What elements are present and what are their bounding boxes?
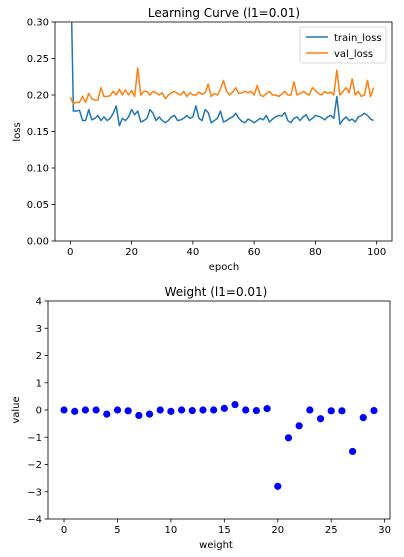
- y-tick-label: 1: [36, 378, 42, 389]
- x-tick-label: 0: [61, 525, 67, 536]
- data-point: [113, 406, 122, 414]
- x-axis-label: epoch: [209, 262, 239, 273]
- x-axis-label: weight: [199, 540, 233, 551]
- data-point: [177, 406, 186, 414]
- data-point: [103, 410, 111, 418]
- data-point: [210, 406, 218, 414]
- x-tick-label: 30: [378, 525, 391, 536]
- series-lines: [69, 22, 375, 127]
- data-point: [71, 407, 79, 415]
- data-point: [284, 434, 293, 442]
- x-tick-label: 100: [367, 247, 386, 258]
- data-point: [81, 406, 90, 414]
- x-tick-label: 0: [67, 247, 73, 258]
- data-point: [327, 407, 335, 415]
- learning-curve-chart: Learning Curve (l1=0.01) 0 20 40 60 80 100 0.…: [12, 6, 393, 273]
- data-point: [295, 422, 303, 430]
- chart-title: Learning Curve (l1=0.01): [148, 6, 300, 20]
- data-point: [124, 407, 132, 415]
- chart-title: Weight (l1=0.01): [165, 285, 268, 299]
- x-tick-label: 40: [186, 247, 199, 258]
- data-point: [370, 406, 378, 415]
- y-tick-label: 3: [36, 324, 42, 335]
- data-point: [92, 406, 100, 414]
- data-point: [274, 482, 282, 490]
- x-ticks: 0 5 10 15 20 25 30: [61, 519, 391, 536]
- y-tick-label: −2: [27, 460, 42, 471]
- y-tick-label: 0.00: [27, 237, 49, 248]
- data-point: [306, 406, 314, 414]
- x-tick-label: 10: [165, 525, 178, 536]
- legend-box: [299, 26, 387, 64]
- y-tick-label: 2: [36, 351, 42, 362]
- y-tick-label: −1: [27, 433, 42, 444]
- y-tick-label: −3: [27, 487, 42, 498]
- data-point: [167, 407, 175, 415]
- data-point: [263, 405, 271, 413]
- legend-label-train-loss: train_loss: [334, 33, 382, 44]
- data-point: [242, 406, 250, 414]
- data-point: [220, 404, 228, 412]
- y-tick-label: 0.30: [27, 18, 49, 29]
- data-point: [316, 415, 325, 423]
- y-tick-label: −4: [27, 515, 42, 526]
- x-tick-label: 5: [114, 525, 120, 536]
- x-tick-label: 80: [309, 247, 322, 258]
- y-ticks: 0.00 0.05 0.10 0.15 0.20 0.25 0.30: [27, 18, 55, 248]
- data-point: [135, 411, 143, 420]
- x-tick-label: 25: [325, 525, 338, 536]
- x-tick-label: 20: [271, 525, 284, 536]
- data-point: [338, 407, 346, 415]
- y-tick-label: 0.10: [27, 164, 49, 175]
- series-points: [60, 400, 378, 490]
- data-point: [348, 447, 357, 456]
- data-point: [199, 406, 207, 414]
- x-tick-label: 60: [248, 247, 261, 258]
- data-point: [145, 410, 154, 418]
- y-axis-label: loss: [12, 122, 23, 141]
- y-tick-label: 0.05: [27, 200, 49, 211]
- x-tick-label: 20: [125, 247, 138, 258]
- y-ticks: −4 −3 −2 −1 0 1 2 3 4: [27, 297, 48, 526]
- y-tick-label: 4: [36, 297, 42, 308]
- legend: train_loss val_loss: [299, 26, 387, 64]
- x-ticks: 0 20 40 60 80 100: [67, 241, 386, 258]
- data-point: [231, 400, 239, 409]
- legend-label-val-loss: val_loss: [334, 49, 373, 60]
- data-point: [252, 406, 261, 415]
- y-tick-label: 0.20: [27, 91, 49, 102]
- series-line-val-loss: [69, 67, 375, 105]
- data-point: [60, 406, 68, 414]
- y-axis-label: value: [11, 396, 22, 423]
- data-point: [359, 414, 367, 422]
- data-point: [156, 406, 164, 414]
- y-tick-label: 0: [36, 406, 42, 417]
- series-line-train-loss: [70, 22, 374, 127]
- data-point: [188, 406, 196, 415]
- x-tick-label: 15: [218, 525, 231, 536]
- weight-chart: Weight (l1=0.01) 0 5 10 15 20 25 30 −4 −3 −2 −1 0 1…: [11, 285, 391, 551]
- y-tick-label: 0.25: [27, 54, 49, 65]
- y-tick-label: 0.15: [27, 127, 49, 138]
